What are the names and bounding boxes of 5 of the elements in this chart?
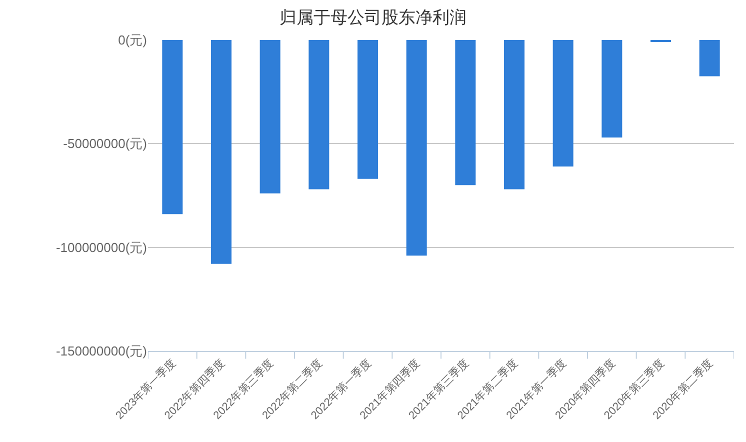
- chart-title: 归属于母公司股东净利润: [280, 8, 466, 27]
- y-tick-label: -150000000(元): [56, 344, 147, 359]
- y-tick-label: -100000000(元): [56, 240, 147, 255]
- y-tick-label: -50000000(元): [63, 136, 147, 152]
- y-tick-label: 0(元): [118, 32, 147, 48]
